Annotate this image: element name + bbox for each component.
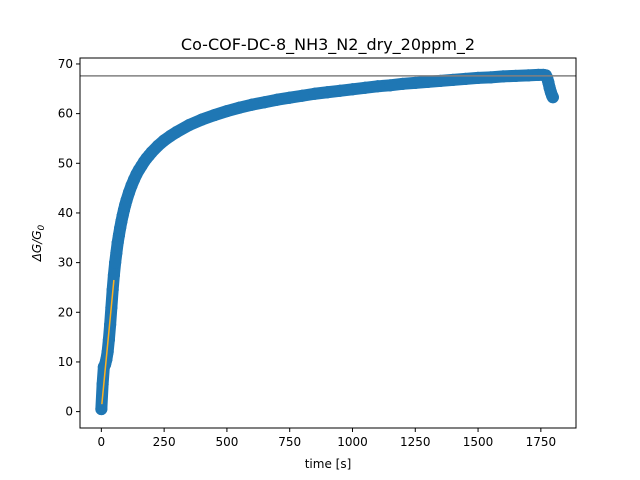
x-axis-ticks: 0 250 500 750 1000 1250 1500 1750: [98, 428, 557, 449]
y-axis-label: ΔG/G0: [30, 224, 47, 262]
y-tick-label: 0: [65, 405, 73, 419]
fit-line: [101, 279, 115, 405]
x-tick-label: 1250: [400, 435, 431, 449]
y-tick-label: 20: [58, 305, 73, 319]
chart-title: Co-COF-DC-8_NH3_N2_dry_20ppm_2: [181, 35, 475, 55]
x-tick-label: 1750: [526, 435, 557, 449]
x-tick-label: 250: [153, 435, 176, 449]
y-tick-label: 60: [58, 107, 73, 121]
x-axis-label: time [s]: [305, 457, 352, 471]
y-tick-label: 50: [58, 156, 73, 170]
x-tick-label: 0: [98, 435, 106, 449]
y-axis-ticks: 0 10 20 30 40 50 60 70: [58, 57, 80, 419]
y-tick-label: 30: [58, 256, 73, 270]
dense-marker-band: [546, 89, 559, 104]
plot-area: 0 250 500 750 1000 1250 1500 1750 0 10 20 30 40 50 60…: [58, 57, 577, 449]
overlay-lines: [80, 75, 576, 405]
y-tick-label: 40: [58, 206, 73, 220]
y-tick-label: 10: [58, 355, 73, 369]
x-tick-label: 750: [278, 435, 301, 449]
x-tick-label: 500: [215, 435, 238, 449]
y-axis-label-subscript: 0: [37, 224, 47, 230]
x-tick-label: 1500: [463, 435, 494, 449]
y-tick-label: 70: [58, 57, 73, 71]
x-tick-label: 1000: [337, 435, 368, 449]
data-markers: [95, 68, 559, 416]
y-axis-label-main: ΔG/G: [30, 230, 44, 262]
axes-frame: [79, 57, 577, 429]
